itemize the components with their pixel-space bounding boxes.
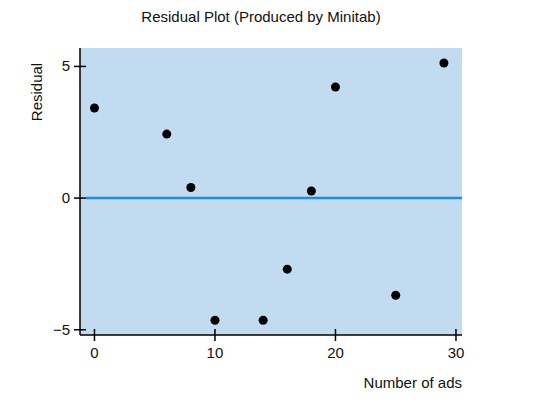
data-point <box>186 183 195 192</box>
plot-background <box>80 48 462 335</box>
x-tick-label: 10 <box>207 344 224 361</box>
y-axis <box>79 48 81 335</box>
data-point <box>331 82 340 91</box>
chart-container: Residual Plot (Produced by Minitab) −5 0 5 0… <box>0 0 551 401</box>
x-tick-label: 20 <box>327 344 344 361</box>
y-tick-label: 5 <box>62 57 70 74</box>
y-tick <box>74 329 86 331</box>
x-axis <box>80 334 462 336</box>
data-point <box>283 265 292 274</box>
reference-line <box>86 197 462 200</box>
y-tick-label: −5 <box>53 321 70 338</box>
x-tick <box>94 329 96 341</box>
y-tick-label: 0 <box>62 189 70 206</box>
y-tick <box>74 197 86 199</box>
x-tick <box>335 329 337 341</box>
x-tick <box>214 329 216 341</box>
data-point <box>439 59 448 68</box>
x-tick <box>455 329 457 341</box>
data-point <box>210 316 219 325</box>
x-axis-label: Number of ads <box>364 374 462 391</box>
y-axis-label: Residual <box>28 63 45 121</box>
data-point <box>391 291 400 300</box>
data-point <box>307 186 316 195</box>
title: Residual Plot (Produced by Minitab) <box>141 8 380 25</box>
x-tick-label: 0 <box>90 344 98 361</box>
data-point <box>259 316 268 325</box>
data-point <box>162 130 171 139</box>
chart-svg: Residual Plot (Produced by Minitab) −5 0 5 0… <box>0 0 551 401</box>
y-tick <box>74 66 86 68</box>
data-point <box>90 104 99 113</box>
plot-area <box>86 59 462 325</box>
x-tick-label: 30 <box>448 344 465 361</box>
